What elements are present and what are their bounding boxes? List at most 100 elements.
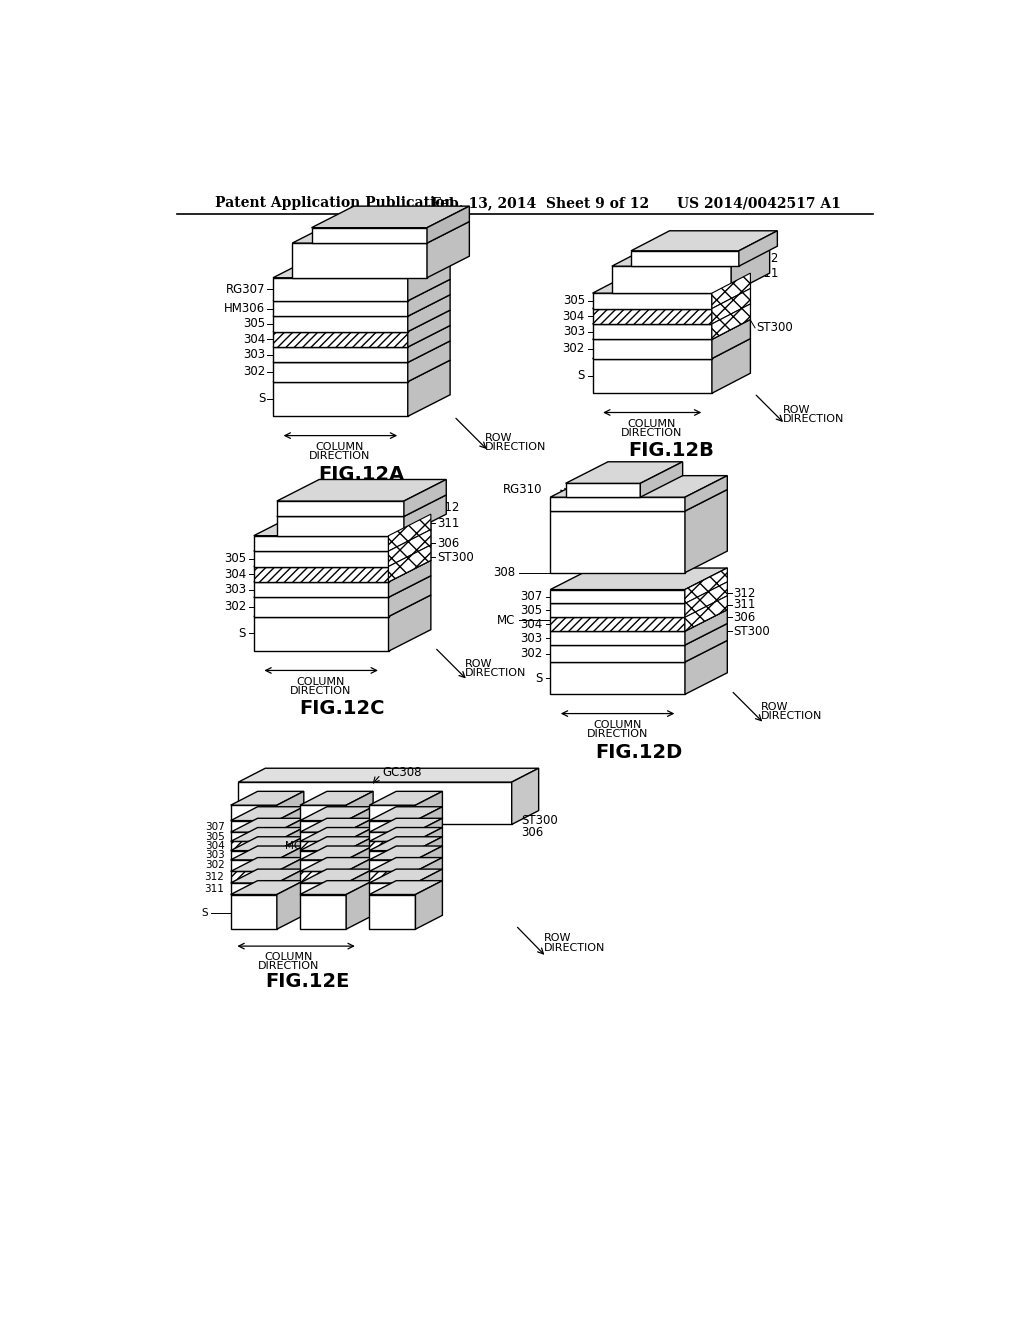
Polygon shape xyxy=(416,837,442,859)
Polygon shape xyxy=(611,267,731,293)
Polygon shape xyxy=(276,828,304,850)
Polygon shape xyxy=(254,515,431,536)
Polygon shape xyxy=(685,640,727,694)
Polygon shape xyxy=(239,768,539,781)
Polygon shape xyxy=(550,631,685,645)
Polygon shape xyxy=(550,475,727,498)
Polygon shape xyxy=(685,475,727,511)
Polygon shape xyxy=(254,536,388,552)
Text: 305: 305 xyxy=(224,552,246,565)
Polygon shape xyxy=(230,859,276,871)
Polygon shape xyxy=(388,529,431,566)
Text: S: S xyxy=(578,370,585,381)
Polygon shape xyxy=(550,663,685,694)
Polygon shape xyxy=(593,323,712,339)
Text: 306: 306 xyxy=(733,611,756,624)
Text: DIRECTION: DIRECTION xyxy=(309,451,371,462)
Polygon shape xyxy=(408,341,451,381)
Text: 302: 302 xyxy=(243,366,265,379)
Polygon shape xyxy=(300,858,373,871)
Polygon shape xyxy=(370,821,416,832)
Text: 305: 305 xyxy=(563,294,585,308)
Text: COLUMN: COLUMN xyxy=(315,442,365,453)
Polygon shape xyxy=(273,363,408,381)
Polygon shape xyxy=(550,568,727,590)
Polygon shape xyxy=(550,511,685,573)
Polygon shape xyxy=(230,883,276,895)
Polygon shape xyxy=(300,837,373,850)
Text: 305: 305 xyxy=(520,603,543,616)
Text: 303: 303 xyxy=(243,348,265,362)
Text: 303: 303 xyxy=(563,325,585,338)
Text: 307: 307 xyxy=(205,822,224,832)
Text: DIRECTION: DIRECTION xyxy=(761,711,822,721)
Polygon shape xyxy=(230,792,304,805)
Polygon shape xyxy=(346,818,373,841)
Polygon shape xyxy=(593,319,751,339)
Polygon shape xyxy=(550,603,685,618)
Text: 304: 304 xyxy=(520,618,543,631)
Text: S: S xyxy=(536,672,543,685)
Polygon shape xyxy=(712,304,751,339)
Polygon shape xyxy=(416,846,442,871)
Text: GC308: GC308 xyxy=(382,767,422,779)
Polygon shape xyxy=(685,610,727,645)
Polygon shape xyxy=(300,841,346,850)
Text: OXIDATION: OXIDATION xyxy=(611,330,673,341)
Polygon shape xyxy=(731,246,770,293)
Polygon shape xyxy=(712,304,751,339)
Polygon shape xyxy=(370,807,442,821)
Text: DIRECTION: DIRECTION xyxy=(258,961,319,972)
Text: ROW: ROW xyxy=(465,659,493,668)
Text: US 2014/0042517 A1: US 2014/0042517 A1 xyxy=(677,197,841,210)
Polygon shape xyxy=(593,309,712,323)
Polygon shape xyxy=(370,869,442,883)
Text: ST300: ST300 xyxy=(521,814,558,828)
Polygon shape xyxy=(276,807,304,832)
Polygon shape xyxy=(512,768,539,825)
Polygon shape xyxy=(565,462,683,483)
Polygon shape xyxy=(388,545,431,582)
Polygon shape xyxy=(273,381,408,416)
Polygon shape xyxy=(550,610,727,631)
Polygon shape xyxy=(273,347,408,363)
Polygon shape xyxy=(593,293,712,309)
Text: 304: 304 xyxy=(562,310,585,323)
Polygon shape xyxy=(370,805,416,821)
Polygon shape xyxy=(230,841,276,850)
Polygon shape xyxy=(276,846,304,871)
Polygon shape xyxy=(300,880,373,895)
Text: S: S xyxy=(239,627,246,640)
Polygon shape xyxy=(300,818,373,832)
Polygon shape xyxy=(300,846,373,859)
Text: 302: 302 xyxy=(205,861,224,870)
Polygon shape xyxy=(230,821,276,832)
Text: 312: 312 xyxy=(205,871,224,882)
Polygon shape xyxy=(593,289,751,309)
Text: 304: 304 xyxy=(205,841,224,851)
Text: 304: 304 xyxy=(224,568,246,581)
Polygon shape xyxy=(300,859,346,871)
Polygon shape xyxy=(230,807,304,821)
Polygon shape xyxy=(388,545,431,582)
Text: RG310: RG310 xyxy=(503,483,543,496)
Polygon shape xyxy=(712,289,751,323)
Text: COLUMN: COLUMN xyxy=(593,721,641,730)
Text: DIRECTION: DIRECTION xyxy=(782,414,844,425)
Polygon shape xyxy=(346,792,373,821)
Polygon shape xyxy=(370,883,416,895)
Polygon shape xyxy=(370,859,416,871)
Text: COLUMN: COLUMN xyxy=(297,677,345,686)
Polygon shape xyxy=(712,319,751,359)
Polygon shape xyxy=(273,277,408,301)
Polygon shape xyxy=(300,871,346,883)
Polygon shape xyxy=(254,545,431,566)
Polygon shape xyxy=(550,490,727,511)
Polygon shape xyxy=(346,880,373,929)
Polygon shape xyxy=(300,807,373,821)
Text: DIRECTION: DIRECTION xyxy=(465,668,526,677)
Text: DIRECTION: DIRECTION xyxy=(622,428,683,438)
Polygon shape xyxy=(300,869,373,883)
Polygon shape xyxy=(593,339,712,359)
Polygon shape xyxy=(388,515,431,552)
